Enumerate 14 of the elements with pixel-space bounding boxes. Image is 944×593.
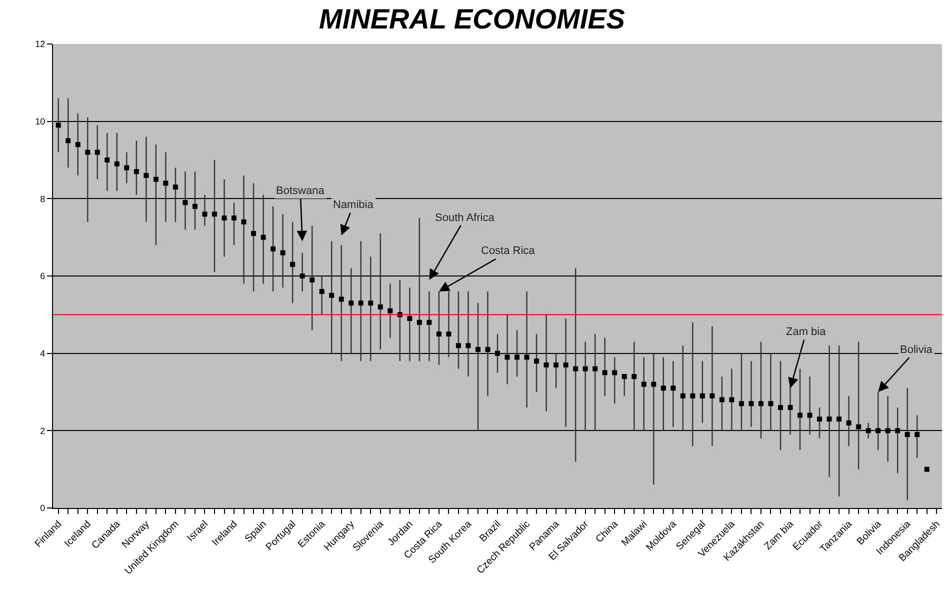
y-tick-label: 4 bbox=[40, 348, 46, 358]
annotation: Botswana bbox=[276, 185, 326, 197]
annotation: South Africa bbox=[435, 212, 496, 224]
y-tick-label: 0 bbox=[40, 503, 46, 514]
annotation: Costa Rica bbox=[481, 245, 536, 257]
y-tick-label: 12 bbox=[35, 39, 46, 50]
y-tick-label: 6 bbox=[40, 271, 46, 282]
chart-title: MINERAL ECONOMIES bbox=[319, 3, 626, 34]
y-tick-label: 8 bbox=[40, 194, 46, 204]
y-tick-label: 10 bbox=[35, 116, 46, 126]
y-tick-label: 2 bbox=[40, 426, 46, 436]
annotation: Namibia bbox=[333, 199, 374, 211]
annotation: Zam bia bbox=[786, 326, 827, 338]
annotation: Bolivia bbox=[900, 344, 934, 356]
